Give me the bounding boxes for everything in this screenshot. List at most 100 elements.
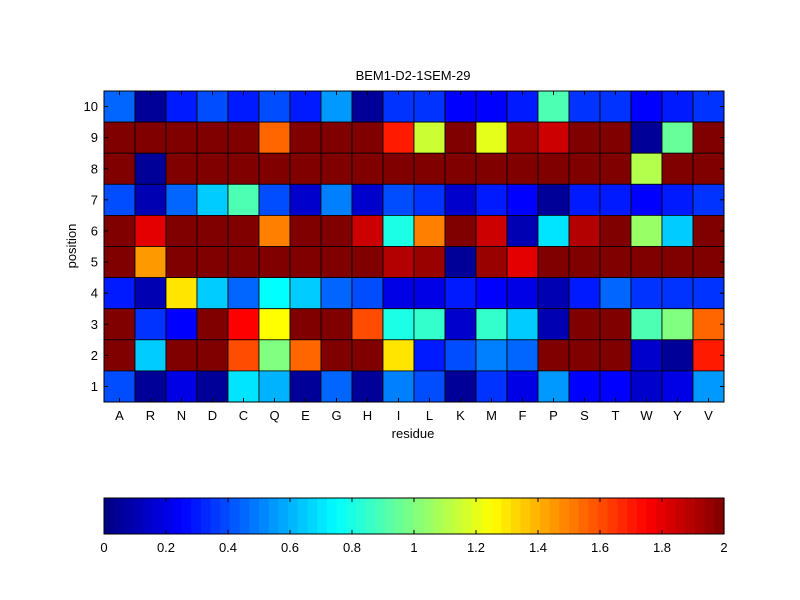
x-tick-label: V — [704, 408, 713, 423]
heatmap-cell — [692, 370, 725, 403]
colorbar-segment — [617, 498, 628, 534]
heatmap-cell — [351, 308, 384, 341]
heatmap-cell — [103, 246, 136, 279]
heatmap-cell — [568, 90, 601, 123]
heatmap-cell — [320, 90, 353, 123]
heatmap-cell — [599, 90, 632, 123]
colorbar-tick-label: 1.6 — [591, 540, 609, 555]
colorbar-tick-label: 1.4 — [529, 540, 547, 555]
heatmap-cell — [289, 246, 322, 279]
heatmap-cell — [103, 152, 136, 185]
heatmap-cell — [506, 246, 539, 279]
heatmap-cell — [444, 183, 477, 216]
heatmap-cell — [320, 308, 353, 341]
colorbar-segment — [142, 498, 154, 534]
heatmap-cell — [599, 339, 632, 372]
heatmap-cell — [227, 308, 260, 341]
heatmap-cell — [165, 90, 198, 123]
heatmap-cell — [320, 277, 353, 310]
heatmap-cell — [227, 214, 260, 247]
colorbar-segment — [104, 498, 115, 534]
heatmap-cell — [320, 183, 353, 216]
heatmap-cell — [227, 370, 260, 403]
heatmap-cell — [134, 339, 167, 372]
heatmap-cell — [506, 214, 539, 247]
heatmap-cell — [165, 246, 198, 279]
heatmap-cell — [413, 339, 446, 372]
colorbar-segment — [326, 498, 338, 534]
heatmap-cell — [351, 183, 384, 216]
heatmap-cell — [289, 214, 322, 247]
heatmap-cell — [103, 277, 136, 310]
heatmap-cell — [196, 308, 229, 341]
colorbar-segment — [646, 498, 657, 534]
x-tick-label: A — [115, 408, 124, 423]
heatmap-cell — [692, 121, 725, 154]
colorbar-segment — [636, 498, 648, 534]
heatmap-cell — [475, 214, 508, 247]
heatmap-cell — [196, 339, 229, 372]
x-tick-label: K — [456, 408, 465, 423]
heatmap-cell — [692, 214, 725, 247]
heatmap-cell — [227, 121, 260, 154]
colorbar-segment — [133, 498, 144, 534]
heatmap-cell — [413, 277, 446, 310]
colorbar-segment — [530, 498, 541, 534]
heatmap-cell — [227, 246, 260, 279]
heatmap-cell — [630, 370, 663, 403]
heatmap-cell — [630, 90, 663, 123]
heatmap-cell — [320, 370, 353, 403]
heatmap-cell — [134, 308, 167, 341]
heatmap-cell — [444, 370, 477, 403]
heatmap-cell — [289, 121, 322, 154]
heatmap-cell — [475, 152, 508, 185]
heatmap-cell — [599, 214, 632, 247]
colorbar-segment — [462, 498, 473, 534]
y-tick-label: 4 — [91, 286, 98, 301]
heatmap-cell — [258, 121, 291, 154]
colorbar-segment — [607, 498, 619, 534]
heatmap-cell — [382, 121, 415, 154]
colorbar-segment — [685, 498, 696, 534]
heatmap-cell — [165, 214, 198, 247]
colorbar-ticks: 0 0.2 0.4 0.6 0.8 1 1.2 1.4 1.6 1.8 2 — [100, 498, 728, 555]
heatmap-cell — [599, 121, 632, 154]
x-tick-label: Q — [269, 408, 279, 423]
colorbar-segment — [443, 498, 454, 534]
x-tick-label: T — [612, 408, 620, 423]
heatmap-cell — [475, 121, 508, 154]
colorbar-tick-label: 1 — [410, 540, 417, 555]
colorbar-segment — [704, 498, 715, 534]
colorbar-segment — [510, 498, 522, 534]
heatmap-cell — [692, 246, 725, 279]
heatmap-cell — [103, 214, 136, 247]
heatmap-cell — [413, 90, 446, 123]
heatmap-cell — [444, 277, 477, 310]
colorbar-segment — [394, 498, 405, 534]
heatmap-cell — [537, 214, 570, 247]
colorbar-segment — [278, 498, 289, 534]
heatmap-cell — [134, 214, 167, 247]
x-tick-label: F — [519, 408, 527, 423]
colorbar-segment — [288, 498, 299, 534]
heatmap-cell — [661, 308, 694, 341]
heatmap-cell — [103, 308, 136, 341]
heatmap-cell — [413, 214, 446, 247]
heatmap-cell — [444, 121, 477, 154]
heatmap-cell — [382, 90, 415, 123]
heatmap-cell — [351, 214, 384, 247]
y-axis-ticks: 10 9 8 7 6 5 4 3 2 1 — [84, 99, 724, 394]
heatmap-cell — [289, 90, 322, 123]
heatmap-cell — [506, 308, 539, 341]
heatmap-cell — [196, 370, 229, 403]
heatmap-cell — [382, 277, 415, 310]
plot-frame — [103, 90, 725, 403]
heatmap-cell — [227, 277, 260, 310]
chart-title: BEM1-D2-1SEM-29 — [356, 68, 471, 83]
heatmap-cell — [506, 90, 539, 123]
heatmap-cell — [134, 246, 167, 279]
heatmap-cell — [537, 308, 570, 341]
colorbar-segment — [259, 498, 270, 534]
colorbar-segment — [414, 498, 425, 534]
heatmap-cell — [351, 339, 384, 372]
